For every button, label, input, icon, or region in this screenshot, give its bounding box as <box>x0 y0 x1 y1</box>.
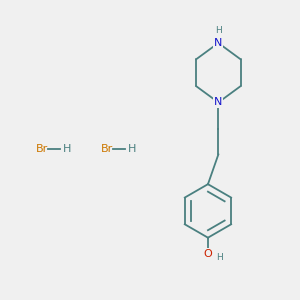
Text: H: H <box>215 26 222 35</box>
Text: H: H <box>128 143 137 154</box>
Text: H: H <box>216 253 223 262</box>
Text: Br: Br <box>101 143 113 154</box>
Text: O: O <box>204 249 212 259</box>
Text: Br: Br <box>36 143 48 154</box>
Text: H: H <box>63 143 71 154</box>
Text: N: N <box>214 98 223 107</box>
Text: N: N <box>214 38 223 48</box>
